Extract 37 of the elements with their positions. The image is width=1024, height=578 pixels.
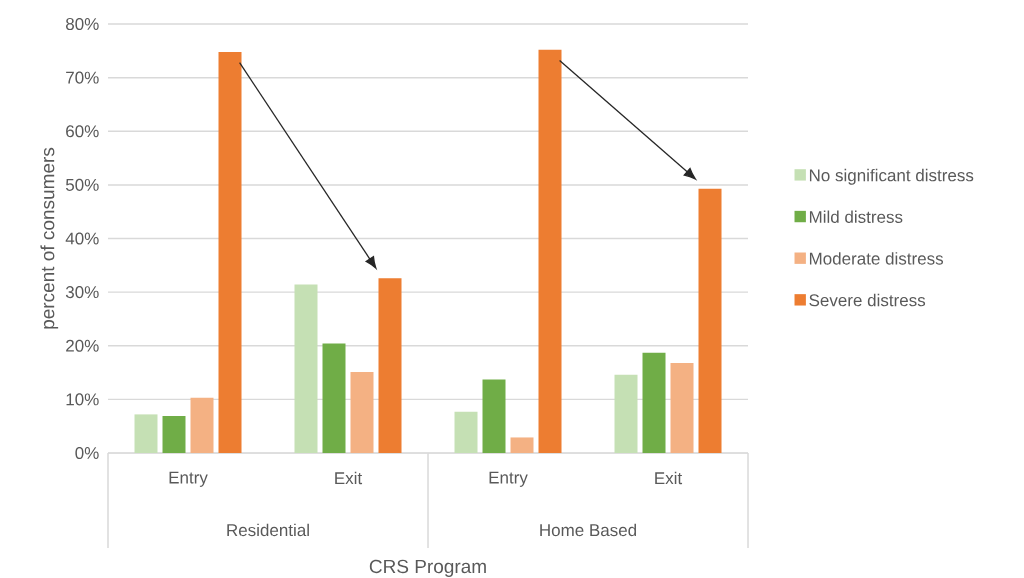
legend-label: Severe distress	[809, 293, 926, 307]
bar	[538, 49, 562, 453]
x-tick-label: Exit	[655, 471, 683, 485]
bar	[378, 278, 402, 453]
x-tick-label: Entry	[489, 471, 528, 487]
text: Home Based	[540, 523, 637, 537]
y-tick-label: 30%	[65, 286, 99, 299]
bar	[322, 343, 346, 453]
y-tick-label: 70%	[66, 71, 99, 84]
y-tick-label: 60%	[66, 125, 99, 138]
text: Residential	[227, 523, 309, 537]
legend-label: Moderate distress	[809, 252, 944, 265]
y-tick-label: 0%	[75, 446, 99, 460]
y-tick-label: 40%	[65, 232, 99, 245]
bar	[670, 362, 694, 453]
bar	[190, 397, 214, 453]
y-tick-label: 20%	[66, 339, 99, 352]
bar	[698, 188, 722, 453]
x-tick-label: Exit	[335, 471, 363, 485]
y-tick-label: 10%	[66, 393, 99, 406]
bar	[294, 284, 318, 453]
bar	[218, 51, 242, 453]
legend-label: Mild distress	[809, 210, 903, 223]
x-tick-label: Entry	[169, 471, 208, 487]
bar	[614, 374, 638, 453]
bar	[482, 379, 506, 453]
y-tick-label: 80%	[66, 17, 99, 31]
bar	[134, 414, 158, 453]
bar	[510, 437, 534, 453]
y-axis-title: percent of consumers	[40, 147, 59, 329]
legend-label: No significant distress	[809, 168, 974, 185]
bar	[350, 372, 374, 453]
bar	[642, 352, 666, 453]
bar	[454, 411, 478, 453]
y-tick-label: 50%	[65, 178, 99, 191]
x-axis-title: CRS Program	[369, 559, 486, 577]
bar	[162, 416, 186, 453]
